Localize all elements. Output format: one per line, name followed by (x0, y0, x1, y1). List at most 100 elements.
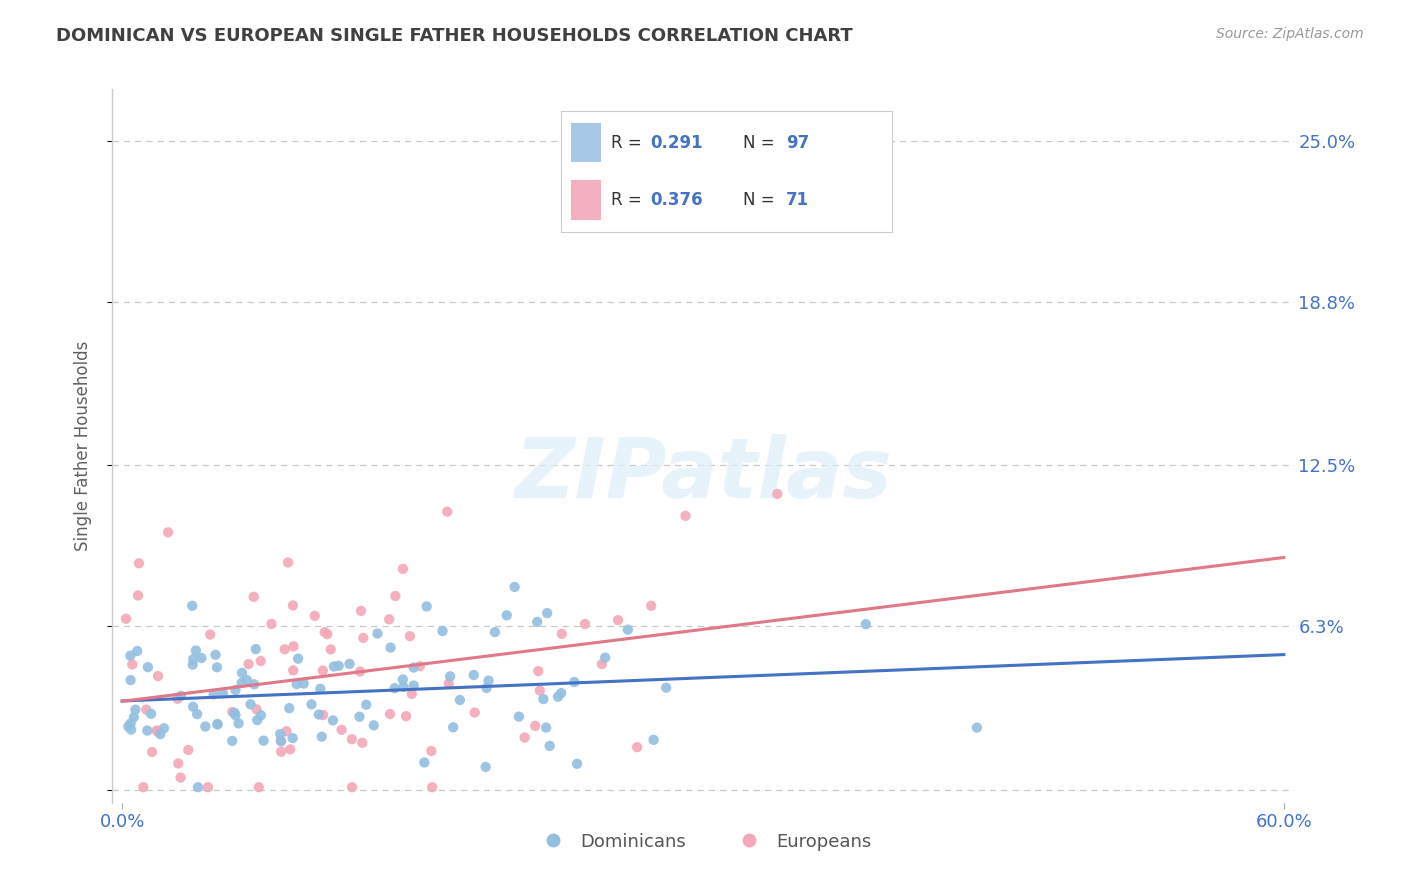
Point (855, 617, 877, 632)
Point (224, 683, 246, 698)
Point (349, 709, 371, 723)
Point (166, 691, 188, 706)
Point (122, 710, 145, 724)
Point (617, 623, 640, 637)
Point (146, 723, 169, 738)
Point (392, 562, 415, 576)
Point (503, 580, 526, 594)
Point (591, 657, 613, 672)
Point (463, 668, 485, 682)
Point (127, 589, 149, 603)
Point (186, 707, 208, 722)
Point (243, 677, 266, 691)
Point (626, 740, 648, 755)
Point (436, 505, 458, 519)
Point (135, 703, 157, 717)
Point (281, 599, 304, 613)
Point (380, 640, 402, 655)
Point (167, 756, 190, 771)
Point (562, 675, 585, 690)
Point (339, 657, 361, 671)
Point (269, 727, 291, 741)
Point (531, 692, 554, 706)
Point (536, 606, 558, 620)
Point (141, 745, 163, 759)
Point (181, 699, 204, 714)
Point (228, 716, 250, 731)
Point (392, 673, 415, 687)
Point (242, 590, 264, 604)
Point (270, 733, 292, 747)
Point (157, 525, 180, 540)
Point (128, 556, 150, 570)
Point (224, 708, 246, 723)
Point (246, 702, 269, 716)
Point (287, 651, 309, 665)
Point (513, 731, 536, 745)
Point (281, 731, 304, 746)
Point (384, 589, 406, 603)
Point (177, 743, 200, 757)
Point (550, 686, 572, 700)
Point (413, 756, 436, 770)
Point (330, 723, 353, 737)
Point (363, 718, 385, 732)
Point (204, 648, 226, 662)
Point (349, 665, 371, 679)
Point (270, 734, 292, 748)
Point (278, 742, 301, 756)
Point (449, 693, 471, 707)
Point (401, 687, 423, 701)
Point (415, 599, 437, 614)
Point (766, 487, 789, 501)
Point (221, 705, 243, 719)
Point (547, 690, 569, 704)
Point (190, 651, 212, 665)
Point (378, 612, 401, 626)
Point (136, 723, 159, 738)
Point (395, 709, 418, 723)
Point (246, 713, 269, 727)
Point (207, 717, 229, 731)
Point (352, 631, 374, 645)
Point (304, 608, 326, 623)
Point (247, 780, 270, 795)
Point (538, 739, 561, 753)
Point (136, 660, 159, 674)
Point (292, 676, 315, 690)
Point (231, 676, 253, 690)
Point (149, 727, 172, 741)
Point (527, 664, 550, 678)
Point (378, 706, 401, 721)
Point (283, 664, 305, 678)
Point (278, 701, 301, 715)
Point (115, 612, 138, 626)
Point (565, 756, 588, 771)
Point (322, 659, 344, 673)
Point (202, 688, 225, 702)
Point (534, 721, 557, 735)
Point (277, 556, 299, 570)
Point (187, 780, 209, 795)
Point (309, 681, 332, 696)
Point (524, 719, 547, 733)
Point (120, 673, 142, 687)
Point (120, 648, 142, 663)
Point (420, 780, 443, 795)
Point (312, 664, 335, 678)
Point (475, 681, 498, 695)
Point (529, 683, 551, 698)
Point (402, 660, 425, 674)
Point (270, 745, 292, 759)
Point (319, 642, 342, 657)
Point (384, 681, 406, 695)
Point (643, 732, 665, 747)
Point (437, 676, 460, 690)
Point (146, 724, 169, 739)
Point (316, 627, 339, 641)
Point (170, 689, 193, 703)
Point (441, 720, 464, 734)
Point (350, 604, 373, 618)
Point (198, 627, 221, 641)
Y-axis label: Single Father Households: Single Father Households (73, 341, 91, 551)
